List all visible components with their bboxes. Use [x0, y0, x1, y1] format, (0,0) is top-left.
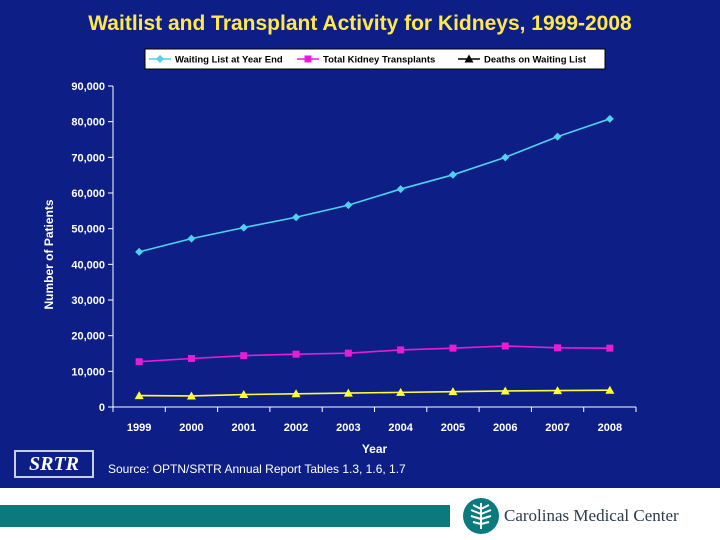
data-point: [291, 389, 301, 398]
footer-bar-left: [0, 505, 450, 527]
y-tick-label: 70,000: [71, 152, 105, 164]
x-tick-label: 2003: [336, 422, 360, 434]
data-point: [605, 114, 614, 123]
y-tick-label: 10,000: [71, 366, 105, 378]
x-axis-title: Year: [362, 442, 388, 456]
cmc-name: Carolinas Medical Center: [504, 506, 679, 525]
data-point: [554, 344, 562, 352]
cmc-leaf-icon: [463, 498, 499, 534]
source-note: Source: OPTN/SRTR Annual Report Tables 1…: [108, 462, 406, 476]
x-tick-label: 2008: [598, 422, 622, 434]
data-point: [553, 132, 562, 141]
series-line-3: [139, 389, 610, 397]
y-tick-label: 0: [99, 402, 105, 414]
x-tick-label: 2005: [441, 422, 465, 434]
series-line-1: [138, 118, 611, 253]
footer-logo: Carolinas Medical Center: [456, 494, 720, 540]
x-tick-label: 2002: [284, 422, 308, 434]
x-tick-label: 1999: [127, 422, 151, 434]
y-tick-label: 60,000: [71, 188, 105, 200]
data-point: [501, 153, 510, 162]
data-point: [553, 386, 563, 395]
x-tick-label: 2007: [545, 422, 569, 434]
chart-title: Waitlist and Transplant Activity for Kid…: [88, 12, 632, 35]
series-line-2: [139, 345, 610, 363]
data-point: [240, 352, 248, 360]
data-point: [501, 342, 509, 350]
y-tick-label: 40,000: [71, 259, 105, 271]
legend-label: Total Kidney Transplants: [323, 55, 435, 66]
data-point: [135, 247, 144, 256]
legend-marker: [304, 55, 312, 63]
x-tick-label: 2001: [232, 422, 256, 434]
legend-marker: [464, 54, 474, 63]
legend-label: Waiting List at Year End: [175, 55, 283, 66]
y-tick-label: 30,000: [71, 295, 105, 307]
data-point: [292, 213, 301, 222]
y-tick-label: 90,000: [71, 81, 105, 93]
data-point: [397, 346, 405, 354]
srtr-logo: SRTR: [14, 450, 94, 478]
data-point: [292, 350, 300, 358]
data-point: [605, 385, 615, 394]
data-point: [187, 354, 195, 362]
data-point: [239, 223, 248, 232]
data-point: [396, 185, 405, 194]
data-point: [134, 391, 144, 400]
data-point: [186, 391, 196, 400]
y-tick-label: 80,000: [71, 117, 105, 129]
data-point: [448, 170, 457, 179]
data-point: [344, 201, 353, 210]
line-chart: 0 10,000 20,000 30,000 40,000 50,000 60,000 70,…: [42, 48, 637, 456]
data-point: [449, 344, 457, 352]
y-axis-title: Number of Patients: [42, 199, 56, 309]
legend-label: Deaths on Waiting List: [484, 55, 587, 66]
data-point: [343, 388, 353, 397]
y-tick-label: 20,000: [71, 331, 105, 343]
x-tick-label: 2000: [179, 422, 203, 434]
y-tick-label: 50,000: [71, 224, 105, 236]
data-point: [239, 390, 249, 399]
data-point: [396, 387, 406, 396]
data-point: [606, 344, 614, 352]
legend-marker: [156, 55, 164, 63]
data-point: [187, 234, 196, 243]
x-tick-label: 2004: [388, 422, 413, 434]
data-point: [448, 387, 458, 396]
data-point: [344, 349, 352, 357]
data-point: [500, 386, 510, 395]
x-tick-label: 2006: [493, 422, 517, 434]
data-point: [135, 358, 143, 366]
legend-box: [144, 48, 606, 70]
